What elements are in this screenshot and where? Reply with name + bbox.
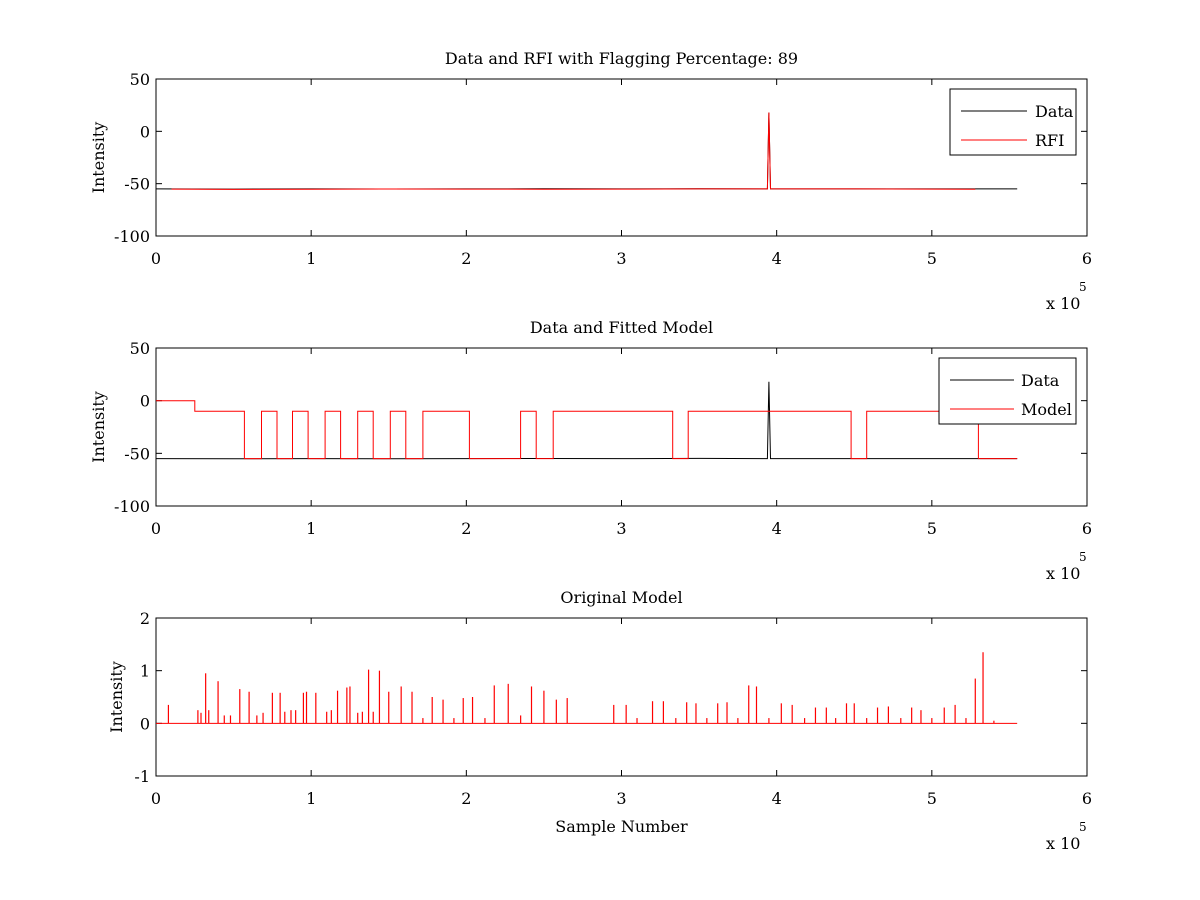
- x-exponent-base: x 10: [1046, 834, 1080, 853]
- x-tick-label: 4: [772, 519, 782, 538]
- y-axis-label: Intensity: [89, 391, 108, 463]
- plot-frame: [155, 617, 1088, 777]
- x-tick-label: 6: [1082, 519, 1092, 538]
- y-tick-label: -1: [134, 767, 150, 786]
- x-tick-label: 4: [772, 789, 782, 808]
- x-tick-label: 3: [616, 249, 626, 268]
- x-tick-label: 0: [151, 519, 161, 538]
- x-tick-label: 5: [927, 519, 937, 538]
- x-axis-label: Sample Number: [555, 817, 688, 836]
- x-tick-label: 6: [1082, 249, 1092, 268]
- x-tick-label: 4: [772, 249, 782, 268]
- x-exponent-base: x 10: [1046, 564, 1080, 583]
- x-tick-label: 1: [306, 519, 316, 538]
- x-exponent-power: 5: [1079, 280, 1087, 294]
- x-tick-label: 6: [1082, 789, 1092, 808]
- y-tick-label: -100: [114, 497, 150, 516]
- x-tick-label: 2: [461, 519, 471, 538]
- legend: Data Model: [938, 357, 1077, 425]
- subplot-2: Data and Fitted Model Intensity 0 1 2 3 4 5 6 -10…: [89, 318, 1092, 583]
- series-group: [156, 652, 1018, 724]
- y-tick-label: 0: [140, 122, 150, 141]
- plot-frame: [155, 78, 1088, 237]
- y-axis-label: Intensity: [89, 122, 108, 194]
- y-tick-label: 1: [140, 662, 150, 681]
- legend-label-rfi: RFI: [1035, 131, 1064, 150]
- series-line-model: [156, 400, 1018, 460]
- x-tick-label: 0: [151, 249, 161, 268]
- x-tick-label: 2: [461, 249, 471, 268]
- chart-title: Data and Fitted Model: [530, 318, 713, 337]
- x-exponent-base: x 10: [1046, 294, 1080, 313]
- y-tick-label: 2: [140, 609, 150, 628]
- y-tick-label: 0: [140, 714, 150, 733]
- subplot-3: Original Model Intensity Sample Number 0 1 2 3…: [107, 588, 1092, 853]
- x-tick-label: 1: [306, 789, 316, 808]
- x-tick-label: 3: [616, 789, 626, 808]
- legend-label-data: Data: [1035, 102, 1074, 121]
- legend: Data RFI: [949, 88, 1077, 156]
- x-tick-label: 2: [461, 789, 471, 808]
- x-tick-label: 5: [927, 789, 937, 808]
- y-tick-label: 0: [140, 392, 150, 411]
- x-tick-label: 0: [151, 789, 161, 808]
- legend-box: [949, 88, 1077, 156]
- legend-label-data: Data: [1021, 371, 1060, 390]
- y-tick-label: 50: [130, 70, 150, 89]
- legend-label-model: Model: [1021, 400, 1072, 419]
- y-tick-label: 50: [130, 339, 150, 358]
- x-tick-label: 3: [616, 519, 626, 538]
- chart-title: Data and RFI with Flagging Percentage: 8…: [445, 49, 798, 68]
- series-group: [156, 381, 1018, 460]
- x-exponent-power: 5: [1079, 550, 1087, 564]
- legend-box: [938, 357, 1077, 425]
- x-tick-label: 5: [927, 249, 937, 268]
- y-tick-label: -50: [124, 175, 150, 194]
- subplot-1: Data and RFI with Flagging Percentage: 8…: [89, 49, 1092, 313]
- x-tick-label: 1: [306, 249, 316, 268]
- series-line-rfi: [171, 112, 976, 190]
- y-tick-label: -100: [114, 227, 150, 246]
- plot-frame: [155, 347, 1088, 507]
- y-tick-label: -50: [124, 444, 150, 463]
- series-group: [156, 112, 1018, 190]
- x-exponent-power: 5: [1079, 820, 1087, 834]
- chart-title: Original Model: [560, 588, 682, 607]
- y-axis-label: Intensity: [107, 661, 126, 733]
